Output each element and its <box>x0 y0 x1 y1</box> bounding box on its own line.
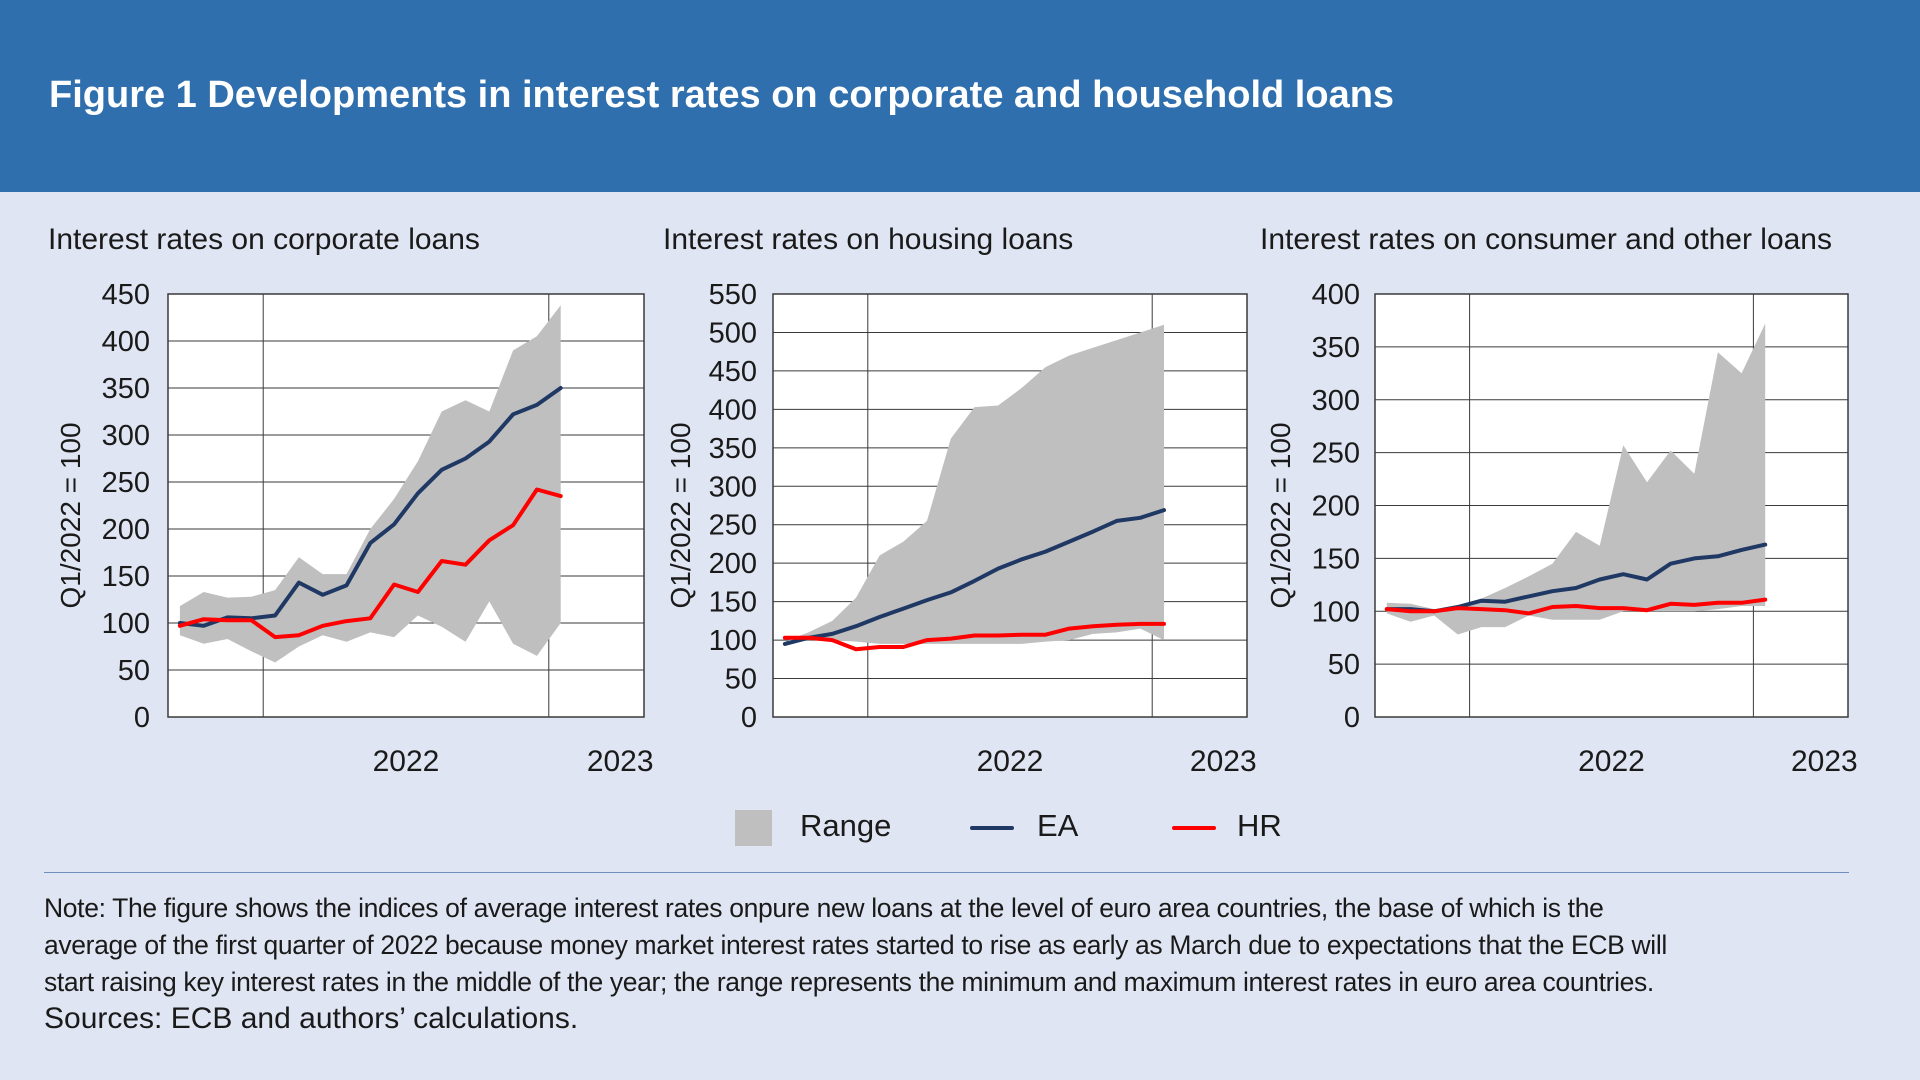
chart-title: Interest rates on corporate loans <box>48 223 480 256</box>
y-tick-label: 300 <box>102 420 150 452</box>
note-divider <box>44 872 1849 873</box>
note-line-1: Note: The figure shows the indices of av… <box>44 893 1604 923</box>
y-tick-label: 200 <box>709 548 757 580</box>
series-line-hr <box>1384 597 1768 616</box>
series-line-hr <box>177 487 563 640</box>
legend-ea-label: EA <box>1037 808 1079 843</box>
series-line-hr <box>782 621 1166 652</box>
y-tick-label: 100 <box>102 608 150 640</box>
y-tick-label: 200 <box>1312 491 1360 523</box>
y-tick-label: 100 <box>709 625 757 657</box>
legend-range-swatch <box>735 810 772 846</box>
legend-range-label: Range <box>800 808 892 843</box>
y-tick-label: 50 <box>118 655 150 687</box>
y-tick-label: 400 <box>1312 279 1360 311</box>
chart-2: Interest rates on housing loans 0 50 100 150… <box>663 223 1257 778</box>
plot-frame <box>1374 293 1849 718</box>
y-tick-label: 350 <box>102 373 150 405</box>
y-tick-label: 50 <box>725 664 757 696</box>
note-text: Note: The figure shows the indices of av… <box>44 890 1864 1001</box>
y-tick-label: 250 <box>102 467 150 499</box>
plot-frame <box>167 293 645 718</box>
y-tick-label: 150 <box>102 561 150 593</box>
chart-1: Interest rates on corporate loans 0 50 100 1… <box>48 223 654 778</box>
figure-header: Figure 1 Developments in interest rates … <box>0 0 1920 192</box>
y-tick-label: 300 <box>709 471 757 503</box>
y-axis-label: Q1/2022 = 100 <box>55 422 86 608</box>
sources-text: Sources: ECB and authors’ calculations. <box>44 1002 579 1035</box>
x-tick-label: 2023 <box>1791 745 1858 778</box>
y-tick-label: 50 <box>1328 649 1360 681</box>
y-tick-label: 0 <box>1344 702 1360 734</box>
y-tick-label: 200 <box>102 514 150 546</box>
y-axis-label: Q1/2022 = 100 <box>665 422 696 608</box>
series-line-ea <box>177 386 563 628</box>
y-tick-label: 350 <box>709 433 757 465</box>
legend-hr-label: HR <box>1237 808 1282 843</box>
x-tick-label: 2023 <box>1190 745 1257 778</box>
x-tick-label: 2023 <box>587 745 654 778</box>
y-tick-label: 550 <box>709 279 757 311</box>
legend-ea-line <box>970 826 1014 830</box>
y-tick-label: 400 <box>102 326 150 358</box>
x-tick-label: 2022 <box>373 745 440 778</box>
y-tick-label: 150 <box>709 587 757 619</box>
plot-frame <box>772 293 1248 718</box>
series-range-band <box>179 305 561 663</box>
y-tick-label: 0 <box>134 702 150 734</box>
series-range-band <box>784 324 1164 644</box>
y-tick-label: 100 <box>1312 596 1360 628</box>
y-tick-label: 250 <box>709 510 757 542</box>
chart-title: Interest rates on consumer and other loa… <box>1260 223 1832 256</box>
y-tick-label: 0 <box>741 702 757 734</box>
x-tick-label: 2022 <box>977 745 1044 778</box>
legend-hr-line <box>1172 826 1216 830</box>
y-tick-label: 450 <box>102 279 150 311</box>
y-tick-label: 250 <box>1312 438 1360 470</box>
note-line-3: start raising key interest rates in the … <box>44 967 1654 997</box>
y-tick-label: 300 <box>1312 385 1360 417</box>
y-tick-label: 350 <box>1312 332 1360 364</box>
series-range-band <box>1386 323 1766 635</box>
x-tick-label: 2022 <box>1578 745 1645 778</box>
chart-title: Interest rates on housing loans <box>663 223 1073 256</box>
y-tick-label: 400 <box>709 394 757 426</box>
note-line-2: average of the first quarter of 2022 bec… <box>44 930 1667 960</box>
y-axis-label: Q1/2022 = 100 <box>1265 422 1296 608</box>
y-tick-label: 450 <box>709 356 757 388</box>
y-tick-label: 500 <box>709 317 757 349</box>
figure-title: Figure 1 Developments in interest rates … <box>49 74 1395 116</box>
series-line-ea <box>782 508 1166 646</box>
chart-3: Interest rates on consumer and other loa… <box>1260 223 1858 778</box>
y-tick-label: 150 <box>1312 543 1360 575</box>
